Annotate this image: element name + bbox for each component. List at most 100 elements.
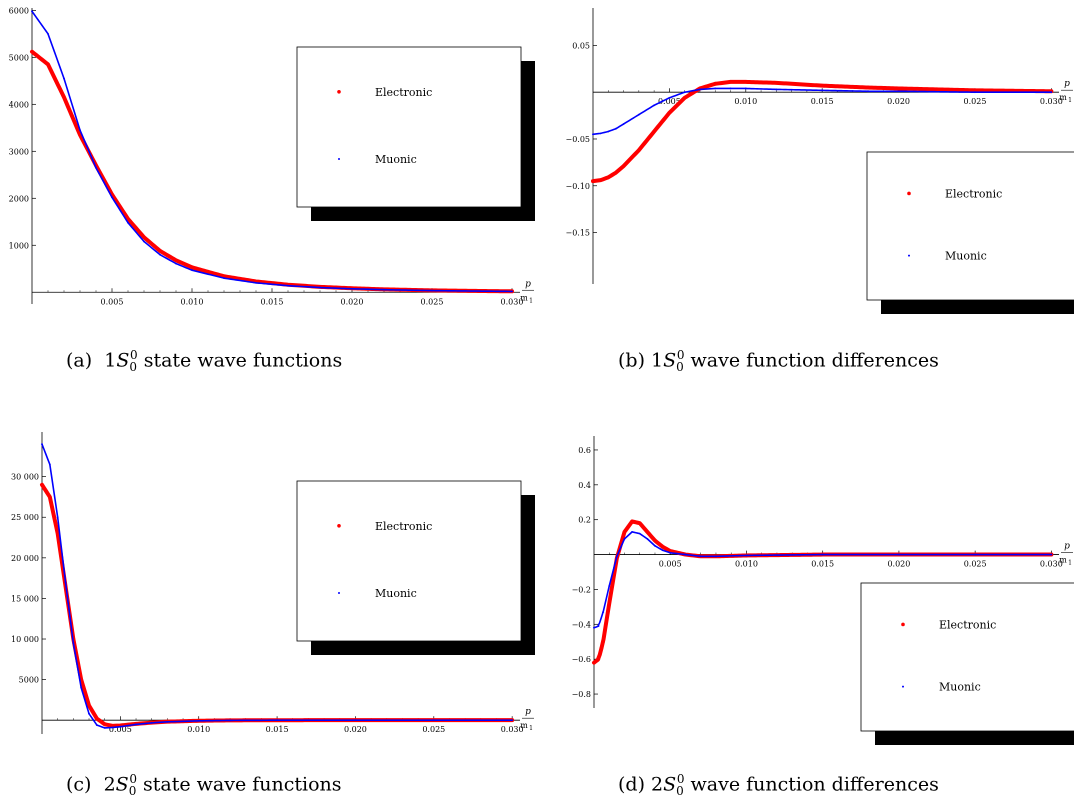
data-point: [592, 133, 594, 136]
data-point: [72, 642, 75, 644]
data-point: [866, 85, 870, 90]
data-point: [728, 80, 733, 84]
caption-label: (a): [66, 349, 93, 372]
y-tick-label: 4000: [9, 100, 29, 109]
data-point: [103, 722, 107, 726]
data-point: [56, 516, 59, 519]
legend-label-muonic: Muonic: [945, 250, 987, 263]
data-point: [607, 601, 611, 605]
x-tick-label: 0.020: [341, 297, 364, 306]
data-point: [596, 657, 601, 661]
x-axis-label-numerator: p: [1064, 79, 1070, 89]
legend-box: [860, 582, 1074, 732]
data-point: [653, 104, 656, 107]
legend-label-electronic: Electronic: [939, 618, 996, 631]
caption-label: (c): [66, 773, 92, 796]
legend-marker-muonic: [908, 254, 910, 257]
x-axis-label-numerator: p: [1064, 542, 1070, 552]
caption-label: (b): [618, 349, 645, 372]
chart-panel-a: 0.005 0.010 0.015 0.020 0.025 0.030 1000 2000 30…: [9, 6, 535, 306]
data-point: [821, 553, 824, 556]
x-tick-label: 0.015: [811, 97, 834, 106]
legend-box: [866, 151, 1074, 301]
x-axis-label-denominator-sub: 1: [1068, 97, 1072, 104]
x-tick-label: 0.010: [187, 725, 210, 734]
data-point: [111, 726, 114, 729]
data-point: [111, 196, 113, 199]
data-point: [745, 554, 748, 557]
x-axis-label-denominator-sub: 1: [529, 297, 533, 304]
y-tick-label: −0.4: [572, 620, 591, 629]
data-point: [867, 90, 869, 93]
data-point: [591, 179, 595, 183]
data-point: [223, 277, 225, 280]
caption-d: (d) 2S00 wave function differences: [618, 772, 939, 798]
y-tick-label: 6000: [9, 6, 29, 15]
data-point: [713, 82, 717, 86]
legend-marker-electronic: [337, 90, 341, 94]
data-point: [95, 724, 98, 726]
chart-panel-b: 0.005 0.010 0.015 0.020 0.025 0.030 −0.15 −0.10…: [565, 8, 1074, 314]
data-point: [431, 289, 433, 292]
data-point: [40, 483, 44, 487]
x-tick-label: 0.005: [659, 560, 682, 569]
data-point: [126, 217, 130, 221]
data-point: [62, 95, 66, 99]
data-point: [47, 32, 49, 35]
data-point: [41, 443, 43, 446]
data-point: [1050, 91, 1053, 94]
y-tick-label: 10 000: [11, 635, 39, 644]
chart-panel-c: 0.005 0.010 0.015 0.020 0.025 0.030 5000 10 000…: [11, 432, 535, 734]
series-line-muonic: [592, 87, 1053, 136]
x-tick-label: 0.030: [501, 725, 524, 734]
y-tick-label: −0.6: [572, 655, 591, 664]
data-point: [255, 281, 257, 284]
data-point: [669, 551, 672, 554]
caption-a: (a) 1S00 state wave functions: [66, 348, 342, 374]
data-point: [606, 175, 610, 179]
x-tick-label: 0.015: [261, 297, 284, 306]
data-point: [142, 235, 146, 239]
data-point: [637, 113, 640, 116]
y-tick-label: 20 000: [11, 554, 39, 563]
data-point: [638, 521, 642, 525]
data-point: [95, 166, 97, 169]
data-point: [103, 727, 106, 729]
x-tick-label: 0.025: [421, 297, 444, 306]
data-point: [276, 719, 278, 722]
data-point: [56, 531, 60, 536]
x-tick-label: 0.010: [735, 560, 758, 569]
data-point: [127, 221, 129, 224]
data-point: [714, 87, 717, 90]
data-point: [631, 530, 634, 533]
y-tick-label: 5000: [9, 53, 29, 62]
caption-state-letter: S: [115, 773, 129, 796]
data-point: [652, 129, 656, 134]
legend-label-muonic: Muonic: [375, 587, 417, 600]
data-point: [774, 81, 778, 85]
data-point: [46, 62, 50, 66]
data-point: [175, 262, 177, 265]
x-tick-label: 0.020: [887, 560, 910, 569]
y-tick-label: 0.05: [572, 41, 590, 50]
y-tick-label: 0.4: [578, 481, 591, 490]
data-point: [592, 661, 596, 665]
data-point: [729, 87, 732, 90]
data-point: [511, 719, 514, 722]
data-point: [95, 716, 99, 721]
caption-state-sup: 0: [129, 772, 137, 786]
y-tick-label: −0.10: [565, 182, 590, 191]
caption-state-sub: 0: [676, 360, 684, 375]
data-point: [615, 555, 618, 558]
data-point: [159, 253, 161, 256]
data-point: [150, 721, 153, 724]
caption-state-main: 2: [651, 773, 664, 796]
x-tick-label: 0.025: [964, 560, 987, 569]
x-tick-label: 0.010: [734, 97, 757, 106]
data-point: [608, 585, 611, 587]
data-point: [897, 90, 900, 93]
caption-text: state wave functions: [143, 773, 342, 796]
data-point: [63, 77, 65, 80]
data-point: [432, 719, 435, 722]
legend-box: [296, 480, 522, 642]
